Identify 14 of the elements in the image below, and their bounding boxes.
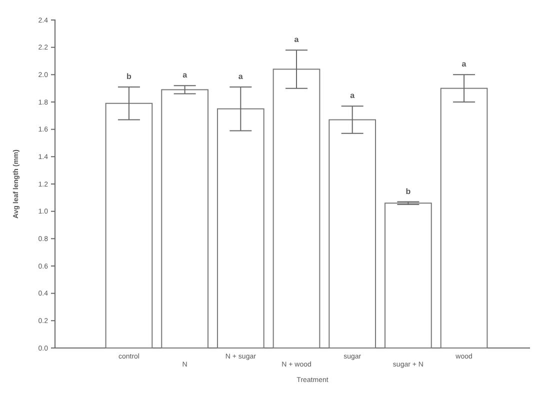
annotation: a [462, 60, 467, 69]
annotation: b [406, 186, 411, 196]
bar [105, 102, 153, 348]
bar [384, 202, 432, 348]
annotation: a [350, 91, 356, 100]
annotation: a [182, 70, 188, 80]
bar [161, 89, 208, 348]
annotation: a [294, 35, 300, 44]
bar [328, 119, 376, 348]
bar [216, 108, 264, 348]
bar [272, 68, 320, 348]
annotation: a [238, 72, 244, 81]
annotation: b [126, 72, 132, 81]
bar [440, 88, 488, 348]
